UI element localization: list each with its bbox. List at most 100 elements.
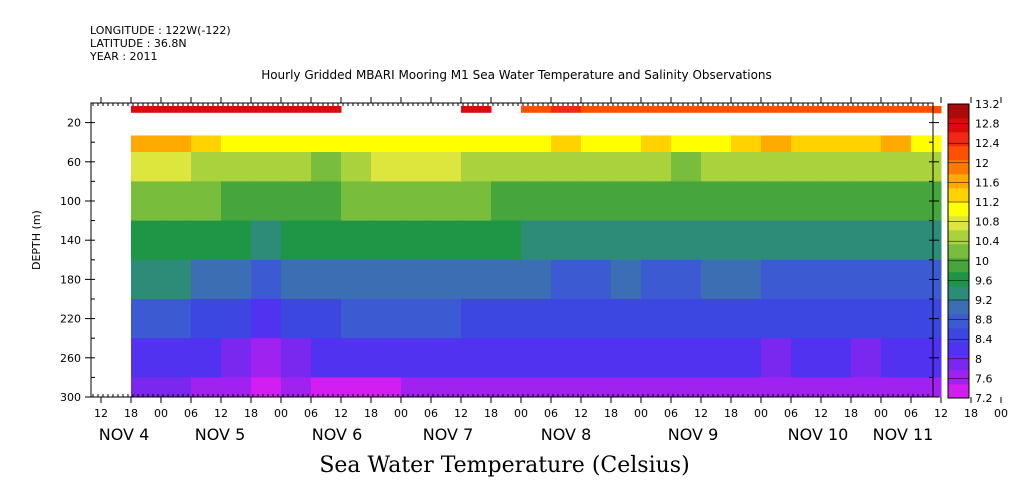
heatmap-cell <box>731 299 762 339</box>
heatmap-cell <box>611 377 642 398</box>
heatmap-cell <box>161 377 192 398</box>
heatmap-cell <box>821 377 852 398</box>
heatmap-cell <box>611 181 642 222</box>
heatmap-cell <box>851 181 882 222</box>
heatmap-cell <box>311 152 342 182</box>
heatmap-cell <box>191 259 222 300</box>
x-tick-label: 00 <box>154 407 168 420</box>
heatmap-cell <box>731 259 762 300</box>
colorbar-label: 12.8 <box>975 118 1000 131</box>
heatmap-cell <box>851 220 882 261</box>
heatmap-cell <box>881 220 912 261</box>
heatmap-cell <box>521 338 552 378</box>
colorbar-swatch <box>948 132 969 147</box>
heatmap-cell <box>761 135 792 153</box>
heatmap-cell <box>821 259 852 300</box>
heatmap-cell <box>731 220 762 261</box>
heatmap-cell <box>341 220 372 261</box>
colorbar-label: 11.2 <box>975 196 1000 209</box>
heatmap-cell <box>851 377 882 398</box>
heatmap-cell <box>521 105 552 114</box>
heatmap-cell <box>461 152 492 182</box>
heatmap-cell <box>461 181 492 222</box>
x-day-label: NOV 5 <box>195 425 246 444</box>
heatmap-cell <box>251 299 282 339</box>
heatmap-cell <box>161 220 192 261</box>
x-tick-label: 06 <box>904 407 918 420</box>
colorbar-label: 7.2 <box>975 392 993 405</box>
heatmap-cell <box>611 105 642 114</box>
heatmap-cell <box>821 135 852 153</box>
x-tick-label: 00 <box>274 407 288 420</box>
y-tick-label: 20 <box>67 117 81 130</box>
heatmap-cell <box>281 259 312 300</box>
heatmap-cell <box>371 181 402 222</box>
heatmap-cell <box>341 135 372 153</box>
x-tick-label: 06 <box>664 407 678 420</box>
heatmap-cell <box>281 338 312 378</box>
heatmap-cell <box>131 181 162 222</box>
heatmap-cell <box>731 152 762 182</box>
heatmap-cell <box>191 377 222 398</box>
colorbar-swatch <box>948 216 969 231</box>
heatmap-cell <box>491 181 522 222</box>
heatmap-cell <box>911 105 942 114</box>
heatmap-cell <box>221 135 252 153</box>
heatmap-cell <box>221 377 252 398</box>
heatmap-cell <box>131 105 162 114</box>
x-tick-label: 18 <box>604 407 618 420</box>
heatmap-cell <box>821 338 852 378</box>
heatmap-cell <box>851 105 882 114</box>
heatmap-cell <box>191 135 222 153</box>
x-tick-label: 00 <box>994 407 1008 420</box>
heatmap-cell <box>311 105 342 114</box>
heatmap-cell <box>221 105 252 114</box>
heatmap-cell <box>821 152 852 182</box>
x-tick-label: 12 <box>334 407 348 420</box>
heatmap-cell <box>401 181 432 222</box>
heatmap-cell <box>911 152 942 182</box>
heatmap-cell <box>701 135 732 153</box>
x-tick-label: 06 <box>424 407 438 420</box>
heatmap-cell <box>641 299 672 339</box>
x-tick-label: 18 <box>484 407 498 420</box>
heatmap-cell <box>401 377 432 398</box>
heatmap-cell <box>851 152 882 182</box>
colorbar-label: 10.4 <box>975 235 1000 248</box>
chart-title: Hourly Gridded MBARI Mooring M1 Sea Wate… <box>261 68 772 82</box>
heatmap-cell <box>611 220 642 261</box>
heatmap-cell <box>731 135 762 153</box>
heatmap-cell <box>761 105 792 114</box>
heatmap-cell <box>401 299 432 339</box>
heatmap-cell <box>701 220 732 261</box>
heatmap-cell <box>401 259 432 300</box>
heatmap-cell <box>641 220 672 261</box>
heatmap-cell <box>431 259 462 300</box>
heatmap-cell <box>611 135 642 153</box>
heatmap-cell <box>461 377 492 398</box>
x-tick-label: 00 <box>394 407 408 420</box>
heatmap-cell <box>281 377 312 398</box>
heatmap-cell <box>341 181 372 222</box>
x-day-label: NOV 8 <box>541 425 592 444</box>
heatmap-cell <box>701 377 732 398</box>
heatmap-cell <box>671 135 702 153</box>
heatmap-cell <box>731 377 762 398</box>
heatmap-cell <box>521 181 552 222</box>
heatmap-cell <box>671 181 702 222</box>
colorbar-label: 9.2 <box>975 294 993 307</box>
heatmap-cell <box>311 259 342 300</box>
heatmap-cell <box>851 135 882 153</box>
x-day-label: NOV 4 <box>99 425 150 444</box>
heatmap-cell <box>221 181 252 222</box>
heatmap-cell <box>131 152 162 182</box>
y-tick-label: 60 <box>67 156 81 169</box>
heatmap-cell <box>731 105 762 114</box>
heatmap-cell <box>791 259 822 300</box>
heatmap-cell <box>431 181 462 222</box>
heatmap-cell <box>401 135 432 153</box>
heatmap-cell <box>461 259 492 300</box>
heatmap-cell <box>671 152 702 182</box>
x-tick-label: 06 <box>184 407 198 420</box>
